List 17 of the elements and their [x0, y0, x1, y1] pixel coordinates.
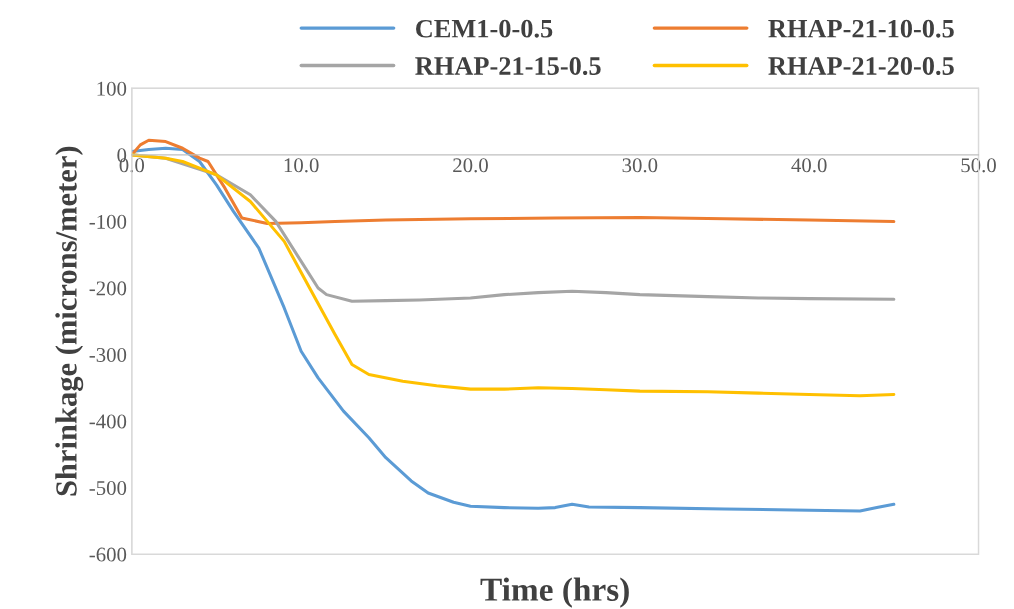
- x-axis-title: Time (hrs): [480, 577, 629, 608]
- y-tick-label: -600: [89, 547, 127, 562]
- x-tick-label: 30.0: [622, 158, 658, 173]
- x-tick-label: 40.0: [791, 158, 827, 173]
- legend-label: RHAP-21-20-0.5: [768, 57, 954, 76]
- y-axis-title: Shrinkage (microns/meter): [55, 146, 84, 496]
- x-tick-label: 20.0: [453, 158, 488, 173]
- legend-label: RHAP-21-10-0.5: [768, 19, 954, 38]
- y-tick-label: 100: [97, 81, 127, 96]
- x-tick-label: 10.0: [284, 158, 319, 173]
- y-tick-label: -100: [89, 214, 127, 229]
- legend-label: RHAP-21-15-0.5: [415, 57, 601, 76]
- y-tick-label: -500: [89, 481, 127, 496]
- legend-label: CEM1-0-0.5: [416, 19, 553, 38]
- y-tick-label: -200: [89, 281, 127, 296]
- y-tick-label: -300: [89, 347, 127, 362]
- y-tick-label: -400: [89, 414, 127, 429]
